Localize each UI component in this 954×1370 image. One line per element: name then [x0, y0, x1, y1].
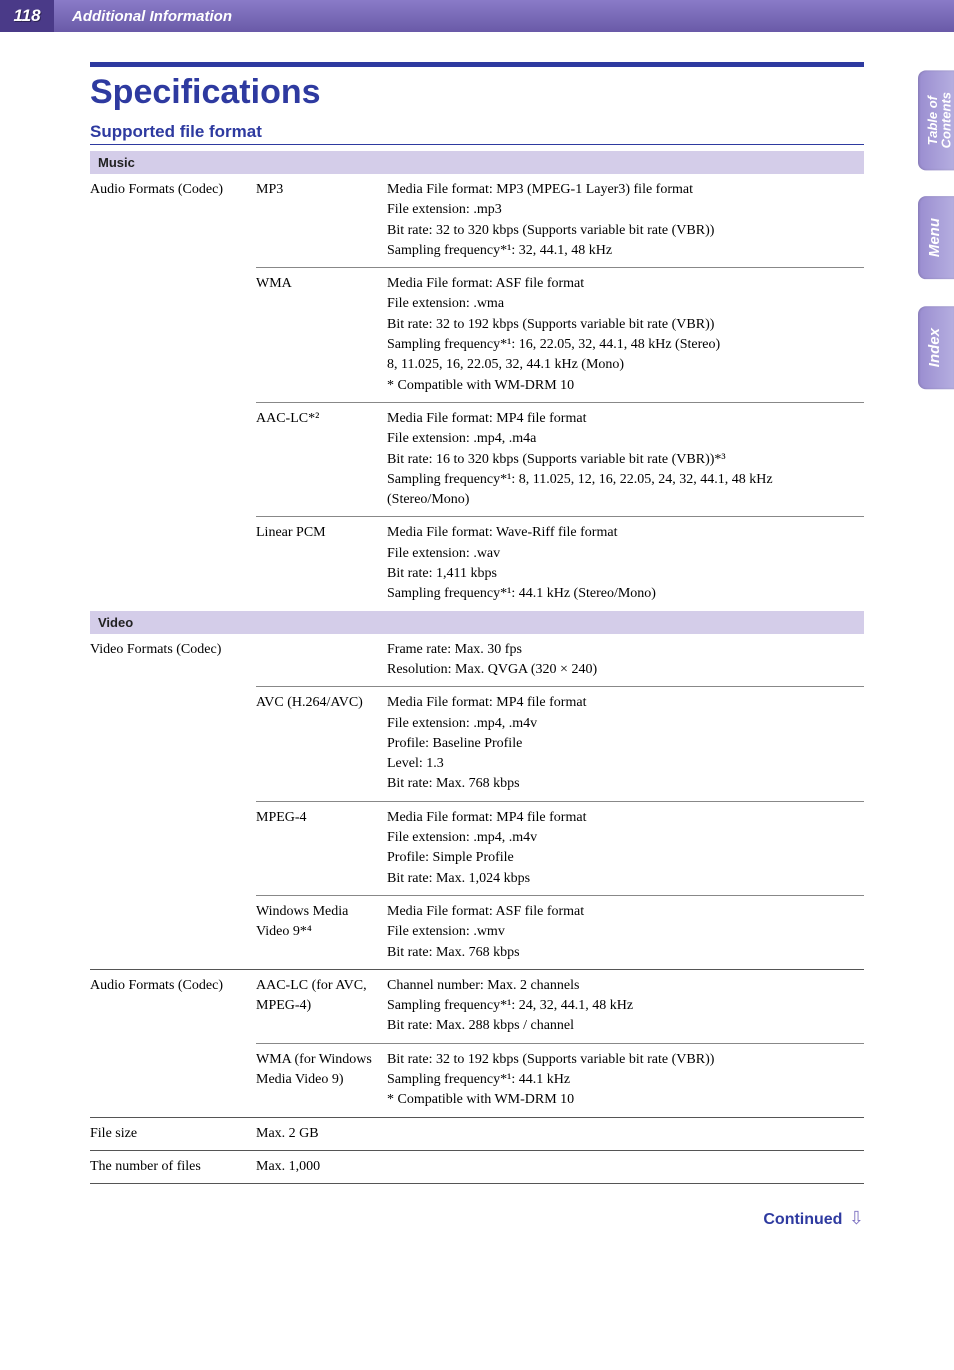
col-category: File size [90, 1117, 256, 1150]
table-row: Video Formats (Codec) Frame rate: Max. 30… [90, 634, 864, 687]
col-category [90, 402, 256, 516]
continued-text: Continued [763, 1211, 842, 1228]
col-detail: Media File format: MP4 file format File … [387, 402, 864, 516]
section-band: Video [90, 611, 864, 634]
col-category: Audio Formats (Codec) [90, 969, 256, 1043]
table-row: AVC (H.264/AVC)Media File format: MP4 fi… [90, 687, 864, 801]
col-detail: Media File format: ASF file format File … [387, 268, 864, 403]
col-codec: AAC-LC (for AVC, MPEG-4) [256, 969, 387, 1043]
col-codec: WMA (for Windows Media Video 9) [256, 1043, 387, 1117]
col-category: The number of files [90, 1150, 256, 1183]
spec-table: Audio Formats (Codec)MP3Media File forma… [90, 174, 864, 611]
side-tab-2[interactable]: Index [918, 306, 954, 389]
col-codec: AVC (H.264/AVC) [256, 687, 387, 801]
col-detail [387, 1117, 864, 1150]
spec-table: Video Formats (Codec) Frame rate: Max. 30… [90, 634, 864, 1185]
table-row: WMAMedia File format: ASF file format Fi… [90, 268, 864, 403]
col-detail: Channel number: Max. 2 channels Sampling… [387, 969, 864, 1043]
table-row: File sizeMax. 2 GB [90, 1117, 864, 1150]
table-row: Audio Formats (Codec)AAC-LC (for AVC, MP… [90, 969, 864, 1043]
continued-label[interactable]: Continued ⇩ [90, 1208, 864, 1229]
col-detail: Media File format: MP4 file format File … [387, 687, 864, 801]
col-category [90, 801, 256, 895]
table-row: AAC-LC*²Media File format: MP4 file form… [90, 402, 864, 516]
col-detail: Media File format: MP4 file format File … [387, 801, 864, 895]
col-codec: MP3 [256, 174, 387, 268]
col-category [90, 687, 256, 801]
table-row: Linear PCMMedia File format: Wave-Riff f… [90, 517, 864, 611]
table-row: Windows Media Video 9*⁴Media File format… [90, 895, 864, 969]
continued-arrow-icon: ⇩ [849, 1208, 864, 1228]
col-category: Video Formats (Codec) [90, 634, 256, 687]
col-codec: Max. 1,000 [256, 1150, 387, 1183]
page-title: Specifications [90, 73, 864, 112]
col-detail: Media File format: Wave-Riff file format… [387, 517, 864, 611]
header-section-title: Additional Information [72, 8, 232, 25]
col-codec: Max. 2 GB [256, 1117, 387, 1150]
section-band: Music [90, 151, 864, 174]
side-tabs: Table ofContents Menu Index [918, 70, 954, 389]
side-tab-1[interactable]: Menu [918, 196, 954, 279]
table-row: The number of filesMax. 1,000 [90, 1150, 864, 1183]
col-detail: Frame rate: Max. 30 fps Resolution: Max.… [387, 634, 864, 687]
col-detail [387, 1150, 864, 1183]
col-category [90, 517, 256, 611]
col-detail: Bit rate: 32 to 192 kbps (Supports varia… [387, 1043, 864, 1117]
col-detail: Media File format: ASF file format File … [387, 895, 864, 969]
col-category [90, 1043, 256, 1117]
table-row: MPEG-4Media File format: MP4 file format… [90, 801, 864, 895]
col-codec [256, 634, 387, 687]
subheading: Supported file format [90, 122, 864, 145]
col-codec: MPEG-4 [256, 801, 387, 895]
col-codec: Windows Media Video 9*⁴ [256, 895, 387, 969]
side-tab-0[interactable]: Table ofContents [918, 70, 954, 170]
table-row: Audio Formats (Codec)MP3Media File forma… [90, 174, 864, 268]
page-number: 118 [0, 0, 54, 32]
col-category [90, 268, 256, 403]
title-rule [90, 62, 864, 67]
col-codec: Linear PCM [256, 517, 387, 611]
col-codec: WMA [256, 268, 387, 403]
top-bar: 118 Additional Information [0, 0, 954, 32]
table-row: WMA (for Windows Media Video 9)Bit rate:… [90, 1043, 864, 1117]
col-detail: Media File format: MP3 (MPEG-1 Layer3) f… [387, 174, 864, 268]
col-codec: AAC-LC*² [256, 402, 387, 516]
col-category [90, 895, 256, 969]
col-category: Audio Formats (Codec) [90, 174, 256, 268]
